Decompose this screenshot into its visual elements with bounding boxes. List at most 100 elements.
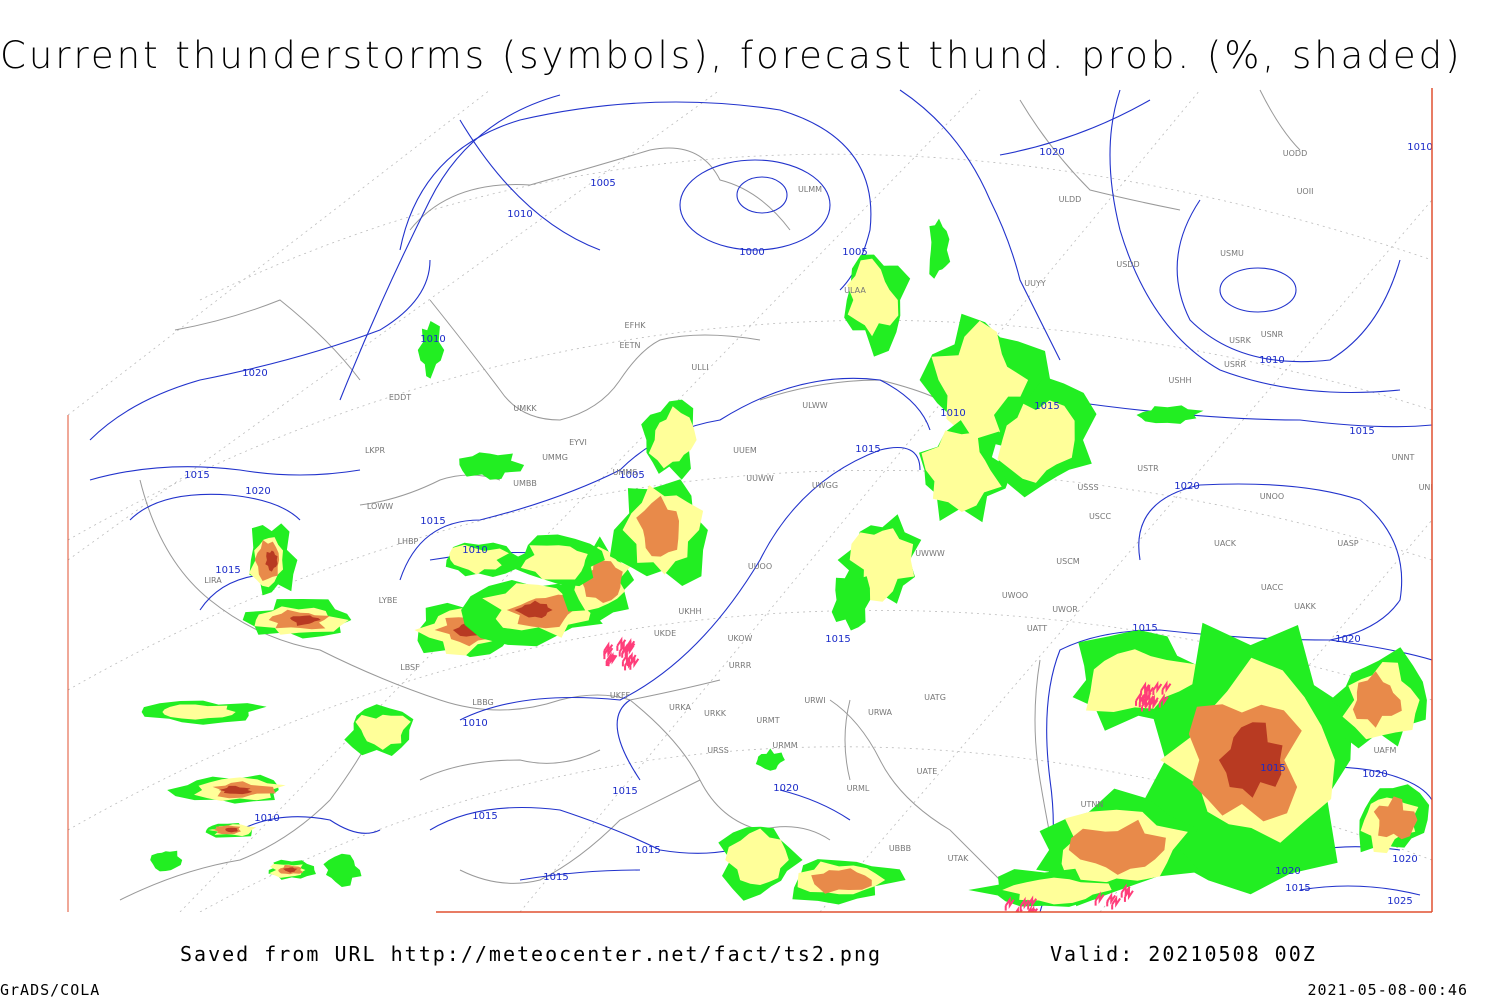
station-label: UTNN: [1081, 800, 1104, 809]
probability-area: [755, 748, 785, 771]
isobar-label: 1020: [1392, 854, 1417, 865]
station-label: UUYY: [1024, 279, 1046, 288]
station-label: LYBE: [379, 596, 398, 605]
station-label: URWA: [868, 708, 893, 717]
isobar-labels: 1005 1010 1000 1005 1020 1010 1010 1020 1010 1015…: [184, 142, 1432, 907]
thunderstorm-symbol: [1144, 692, 1155, 708]
coastlines: [119, 89, 1301, 901]
thunderstorm-symbol: [1106, 892, 1117, 907]
station-label: EETN: [620, 341, 641, 350]
isobar-label: 1015: [1034, 401, 1059, 412]
isobar-label: 1015: [1260, 763, 1285, 774]
isobar-label: 1010: [1259, 355, 1284, 366]
station-label: UMKK: [513, 404, 537, 413]
thunderstorm-symbol: [1144, 684, 1155, 699]
station-label: UUOO: [748, 562, 772, 571]
thunderstorm-symbol: [629, 655, 640, 670]
thunderstorm-symbol: [1027, 895, 1038, 910]
source-url: Saved from URL http://meteocenter.net/fa…: [180, 942, 882, 966]
isobar-label: 1020: [1174, 481, 1199, 492]
thunderstorm-symbol: [1120, 883, 1131, 898]
station-label: URMT: [756, 716, 779, 725]
thunderstorm-symbol: [1004, 896, 1015, 911]
isobar-label: 1015: [472, 811, 497, 822]
station-label: LIRA: [204, 576, 222, 585]
isobar-label: 1010: [254, 813, 279, 824]
station-label: URRR: [729, 661, 752, 670]
station-label: UMMS: [613, 468, 638, 477]
station-label: ULDD: [1059, 195, 1082, 204]
probability-area: [225, 827, 238, 833]
isobar-label: 1010: [420, 334, 445, 345]
probability-area: [831, 566, 871, 631]
probability-area: [265, 550, 278, 572]
thunderstorm-symbol: [1161, 680, 1172, 695]
thunderstorm-probability-shading: [141, 218, 1430, 907]
station-label: LKPR: [365, 446, 386, 455]
isobar-label: 1010: [507, 209, 532, 220]
station-label: USTR: [1137, 464, 1159, 473]
isobar-label: 1020: [1039, 147, 1064, 158]
station-label: LBSF: [400, 663, 420, 672]
station-label: UUWW: [746, 474, 774, 483]
station-label: LOWW: [367, 502, 393, 511]
thunderstorm-symbols: [603, 636, 1172, 928]
station-label: ULWW: [802, 401, 827, 410]
station-label: LHBP: [398, 537, 419, 546]
station-label: EDDT: [389, 393, 411, 402]
probability-area: [648, 406, 697, 469]
station-label: ULAA: [844, 286, 866, 295]
thunderstorm-symbol: [603, 641, 614, 656]
probability-area: [580, 558, 623, 603]
thunderstorm-symbol: [1024, 917, 1032, 928]
station-label: USMU: [1220, 249, 1244, 258]
station-label: URMM: [772, 741, 797, 750]
station-label: LBBG: [472, 698, 494, 707]
station-label: UWOO: [1002, 591, 1028, 600]
thunderstorm-symbol: [625, 640, 636, 655]
isobar-label: 1010: [1407, 142, 1432, 153]
station-label: ULLI: [691, 363, 708, 372]
probability-area: [355, 714, 411, 750]
station-label: USCM: [1056, 557, 1080, 566]
probability-area: [921, 430, 1002, 512]
probability-area: [459, 452, 525, 480]
map-area: 1005 1010 1000 1005 1020 1010 1010 1020 1010 1015…: [68, 89, 1432, 928]
isobar-label: 1025: [1387, 896, 1412, 907]
probability-area: [417, 321, 445, 379]
isobar-label: 1010: [462, 545, 487, 556]
station-label: UODD: [1283, 149, 1307, 158]
probability-area: [636, 495, 679, 557]
isobar-label: 1005: [590, 178, 615, 189]
isobar-label: 1005: [842, 247, 867, 258]
thunderstorm-symbol: [616, 636, 627, 651]
probability-area: [725, 828, 789, 885]
station-label: USNR: [1261, 330, 1284, 339]
station-label: USSS: [1077, 483, 1098, 492]
thunderstorm-symbol: [1148, 696, 1159, 712]
station-label: UATE: [917, 767, 938, 776]
probability-area: [449, 544, 509, 575]
station-label: UUEM: [733, 446, 757, 455]
station-label: URWI: [804, 696, 825, 705]
station-label: UBBB: [889, 844, 911, 853]
station-label: UTAK: [948, 854, 970, 863]
thunderstorm-symbol: [1135, 691, 1145, 706]
probability-area: [514, 600, 553, 619]
thunderstorm-symbol: [1018, 911, 1019, 912]
probability-area: [997, 400, 1075, 483]
probability-area: [1068, 819, 1166, 875]
thunderstorm-symbol: [1140, 681, 1150, 696]
isobar-label: 1020: [245, 486, 270, 497]
probability-area: [1136, 405, 1204, 424]
station-label: URML: [847, 784, 870, 793]
station-label: URSS: [707, 746, 729, 755]
station-label: UMMG: [542, 453, 568, 462]
probability-area: [847, 258, 899, 337]
station-label: USCC: [1089, 512, 1112, 521]
station-label: UWWW: [915, 549, 945, 558]
station-label: UAFM: [1374, 746, 1397, 755]
thunderstorm-symbol: [618, 642, 629, 657]
station-label: UACK: [1214, 539, 1237, 548]
isobar-label: 1020: [242, 368, 267, 379]
